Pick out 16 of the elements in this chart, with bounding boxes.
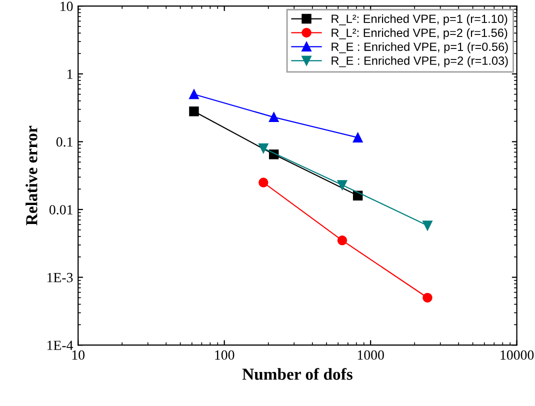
y-tick-label: 1 bbox=[68, 70, 72, 79]
y-axis-title: Relative error bbox=[26, 126, 38, 226]
legend-label: R_L²: Enriched VPE, p=1 (r=1.10) bbox=[332, 14, 508, 26]
y-tick-label: 1E-3 bbox=[47, 272, 73, 282]
y-tick-label: 0.01 bbox=[49, 205, 72, 215]
legend-label: R_E : Enriched VPE, p=1 (r=0.56) bbox=[332, 42, 508, 54]
y-tick-label: 1E-4 bbox=[47, 340, 74, 350]
y-tick-label: 10 bbox=[60, 2, 73, 12]
legend-label: R_E : Enriched VPE, p=2 (r=1.03) bbox=[332, 56, 508, 68]
x-tick-label: 10 bbox=[72, 350, 85, 360]
x-tick-label: 100 bbox=[215, 350, 234, 360]
y-tick-label: 0.1 bbox=[56, 137, 72, 147]
x-tick-label: 10000 bbox=[500, 350, 534, 360]
x-axis-title: Number of dofs bbox=[242, 368, 352, 380]
x-tick-label: 1000 bbox=[358, 350, 384, 360]
legend-label: R_L²: Enriched VPE, p=2 (r=1.56) bbox=[332, 28, 508, 40]
